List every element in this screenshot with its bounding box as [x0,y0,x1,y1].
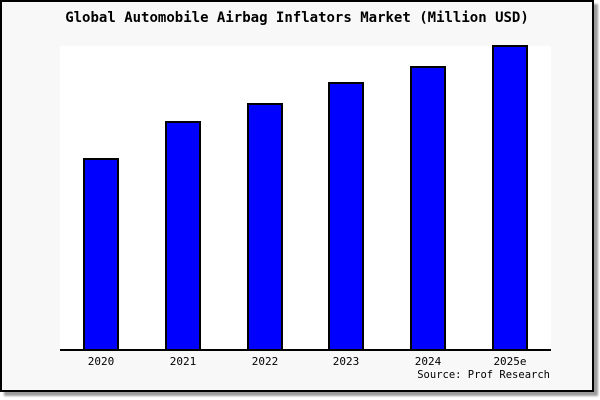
x-tick-label-2022: 2022 [251,355,279,368]
x-axis-line [60,349,551,351]
x-tick-label-2020: 2020 [87,355,115,368]
chart-title: Global Automobile Airbag Inflators Marke… [65,10,529,26]
bar-2025e [492,45,528,349]
chart-frame: Global Automobile Airbag Inflators Marke… [0,0,594,392]
bar-2021 [165,121,201,349]
bar-2022 [247,103,283,349]
x-tick-label-2023: 2023 [332,355,360,368]
bar-2020 [83,158,119,349]
bar-2023 [328,82,364,349]
x-tick-label-2024: 2024 [414,355,442,368]
x-tick-label-2025e: 2025e [493,355,527,368]
bar-2024 [410,66,446,349]
plot-area [60,45,551,349]
source-credit: Source: Prof Research [417,369,550,381]
x-tick-label-2021: 2021 [169,355,197,368]
